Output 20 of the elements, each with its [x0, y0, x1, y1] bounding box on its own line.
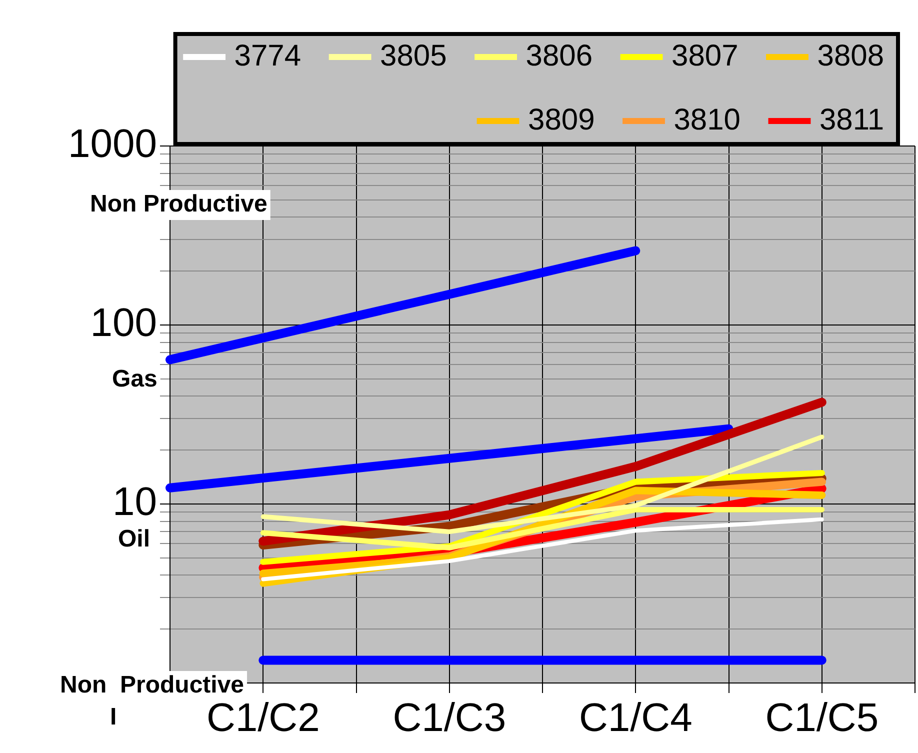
y-tick-label: 10 — [112, 480, 157, 524]
x-tick-label: C1/C2 — [206, 696, 320, 740]
legend-label: 3807 — [672, 39, 738, 72]
legend-label: 3810 — [674, 103, 740, 136]
legend-label: 3806 — [526, 39, 593, 72]
y-tick-label: 100 — [90, 301, 157, 346]
legend-label: 3805 — [380, 39, 447, 72]
x-tick-label: C1/C4 — [578, 696, 692, 740]
legend-label: 3809 — [528, 103, 595, 136]
text: Gas — [112, 366, 158, 393]
annotation: Non Productive — [90, 190, 268, 218]
legend-label: 3808 — [817, 39, 884, 72]
legend-label: 3774 — [234, 39, 302, 72]
legend-label: 3811 — [819, 103, 884, 136]
x-tick-label: C1/C3 — [392, 696, 506, 740]
text: I — [110, 704, 117, 731]
x-tick-label: C1/C5 — [765, 696, 879, 740]
y-tick-label: 1000 — [68, 122, 157, 166]
annotation: Non Productive — [60, 672, 244, 699]
text: Oil — [118, 526, 150, 553]
